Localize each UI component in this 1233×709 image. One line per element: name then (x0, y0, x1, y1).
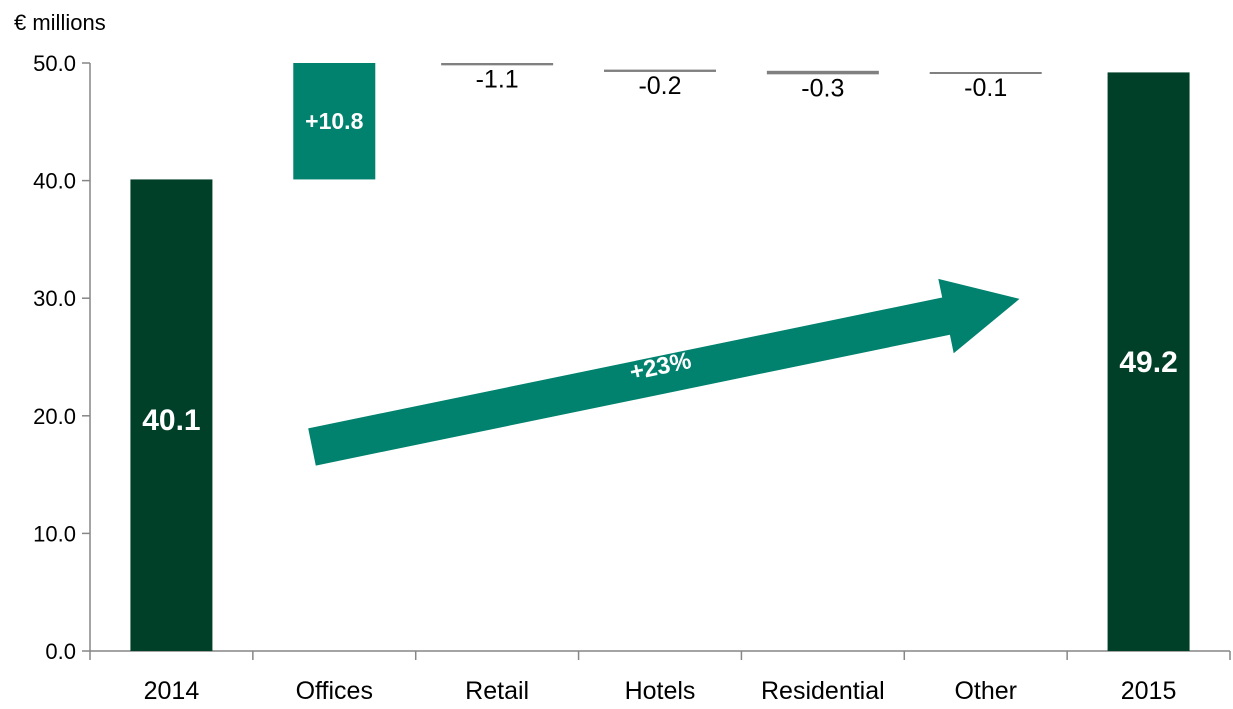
x-tick-label: Retail (465, 677, 529, 705)
y-tick-label: 20.0 (33, 404, 76, 429)
bars (130, 63, 1190, 651)
x-tick-label: 2014 (144, 677, 200, 705)
unit-label: € millions (14, 10, 106, 35)
bar-retail (441, 63, 554, 66)
x-tick-label: Offices (296, 677, 373, 705)
y-tick-label: 30.0 (33, 286, 76, 311)
axes: 0.0 10.0 20.0 30.0 40.0 50.0 2014 Offices Retail… (33, 51, 1231, 705)
x-tick-label: Residential (761, 677, 885, 705)
data-label-2014: 40.1 (142, 404, 200, 437)
labels: 40.1 +10.8 -1.1 -0.2 -0.3 -0.1 49.2 (142, 65, 1178, 437)
data-label-other: -0.1 (964, 74, 1007, 102)
arrow-shape (308, 278, 1020, 466)
data-label-offices: +10.8 (305, 108, 363, 134)
x-tick-label: 2015 (1121, 677, 1177, 705)
bar-residential (766, 70, 879, 75)
growth-arrow: +23% (308, 278, 1020, 466)
x-tick-label: Hotels (625, 677, 696, 705)
data-label-residential: -0.3 (801, 74, 844, 102)
bar-other (929, 72, 1042, 74)
y-tick-label: 0.0 (45, 639, 76, 664)
bar-2014 (130, 179, 213, 651)
y-tick-label: 50.0 (33, 51, 76, 76)
data-label-2015: 49.2 (1119, 346, 1177, 379)
x-tick-label: Other (954, 677, 1017, 705)
bar-hotels (604, 69, 716, 72)
y-tick-label: 10.0 (33, 521, 76, 546)
y-tick-label: 40.0 (33, 169, 76, 194)
bar-2015 (1107, 72, 1190, 651)
bar-offices (293, 63, 376, 180)
data-label-hotels: -0.2 (638, 72, 681, 100)
data-label-retail: -1.1 (476, 65, 519, 93)
